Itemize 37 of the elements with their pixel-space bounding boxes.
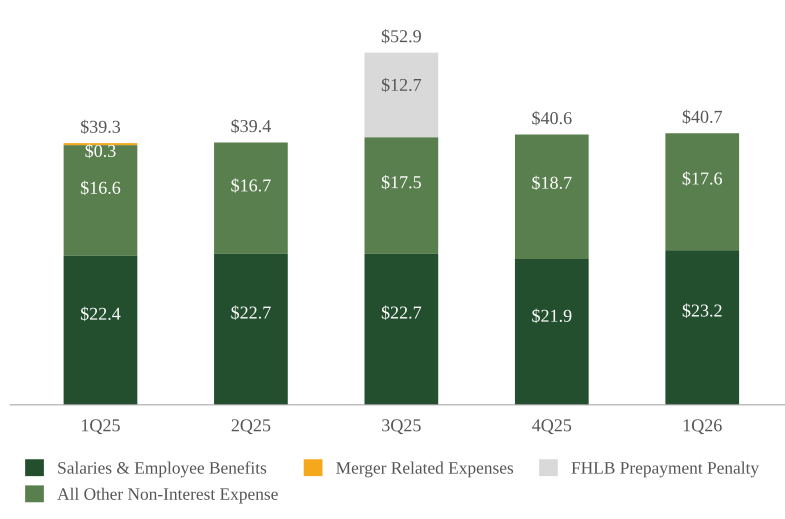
total-label: $52.9 [382, 29, 421, 44]
data-label: $22.7 [382, 305, 422, 320]
total-label: $40.7 [682, 110, 722, 124]
bar [214, 142, 288, 254]
bar [364, 254, 438, 405]
x-tick-label: 4Q25 [532, 419, 572, 434]
legend-label: Salaries & Employee Benefits [58, 461, 266, 478]
data-label: $16.6 [80, 180, 120, 196]
bar [665, 250, 740, 405]
total-label: $39.4 [231, 118, 271, 134]
data-label: $18.7 [532, 176, 572, 190]
data-label: $22.4 [80, 306, 121, 322]
data-label: $21.9 [532, 308, 572, 324]
total-label: $39.3 [80, 120, 120, 134]
data-label: $17.5 [382, 175, 421, 190]
bar [514, 134, 589, 260]
x-tick-label: 1Q25 [82, 419, 120, 434]
bar [64, 145, 138, 256]
data-label: $23.2 [682, 303, 722, 318]
data-label: $22.7 [231, 305, 271, 320]
bar [364, 52, 438, 138]
bar [665, 133, 740, 250]
legend-label: Merger Related Expenses [336, 462, 514, 478]
data-label: $12.7 [382, 78, 422, 92]
data-label: $17.6 [682, 171, 722, 186]
legend-label: All Other Non-Interest Expense [57, 488, 278, 504]
bar [214, 254, 288, 405]
legend-label: FHLB Prepayment Penalty [572, 462, 760, 478]
bar [364, 137, 438, 254]
x-tick-label: 3Q25 [382, 419, 421, 434]
x-tick-label: 2Q25 [232, 419, 270, 434]
total-label: $40.6 [532, 110, 572, 126]
data-label: $16.7 [231, 178, 271, 193]
x-tick-label: 1Q26 [684, 419, 722, 434]
data-label: $0.3 [85, 144, 116, 158]
bar [64, 256, 138, 405]
bar [514, 259, 589, 405]
